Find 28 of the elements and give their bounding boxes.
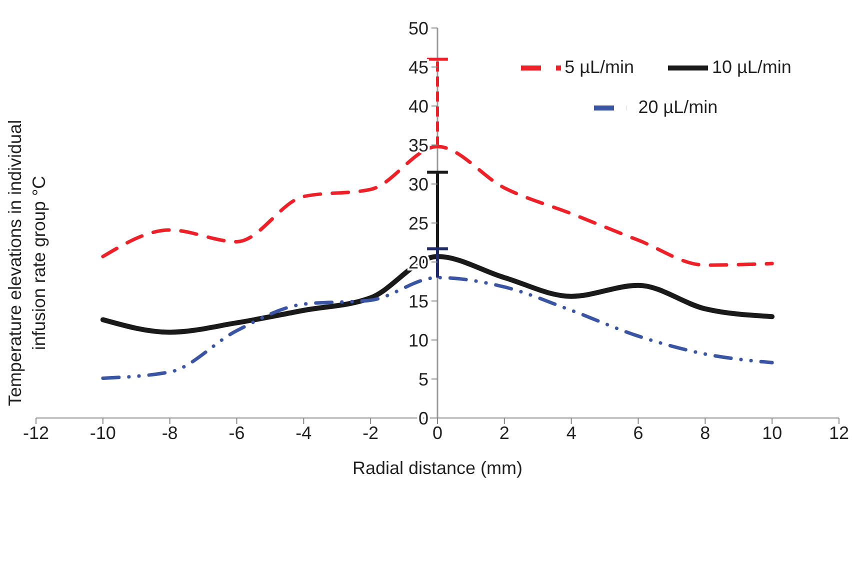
y-tick-label: 35: [408, 135, 428, 156]
y-tick-label: 30: [408, 174, 428, 194]
x-tick-label: -6: [228, 422, 245, 443]
x-tick-label: 10: [762, 422, 782, 443]
y-axis-title: Temperature elevations in individual infusion rate group °C: [5, 120, 49, 406]
x-tick-label: -2: [362, 422, 379, 443]
x-tick-label: 2: [499, 422, 510, 443]
legend-label: 20 µL/min: [638, 96, 718, 117]
y-tick-label: 50: [408, 18, 428, 38]
x-tick-label: -4: [296, 422, 312, 443]
x-tick-label: 6: [633, 422, 644, 443]
x-tick-label: 12: [828, 422, 850, 443]
y-tick-label: 15: [408, 291, 428, 312]
y-tick-label: 5: [418, 369, 428, 390]
x-tick-label: -8: [162, 422, 178, 443]
y-tick-label: 45: [408, 57, 428, 78]
y-tick-label: 10: [408, 330, 428, 350]
legend-label: 10 µL/min: [712, 56, 792, 77]
x-tick-label: 4: [566, 422, 576, 443]
x-tick-label: 0: [432, 422, 443, 443]
legend-label: 5 µL/min: [564, 56, 634, 77]
x-tick-label: -10: [90, 422, 116, 443]
y-tick-label: 40: [408, 96, 428, 116]
y-tick-label: 0: [418, 408, 428, 428]
x-tick-label: -12: [22, 422, 50, 443]
y-tick-label: 25: [408, 213, 428, 234]
x-tick-label: 8: [700, 422, 710, 443]
x-axis-title: Radial distance (mm): [352, 458, 523, 478]
